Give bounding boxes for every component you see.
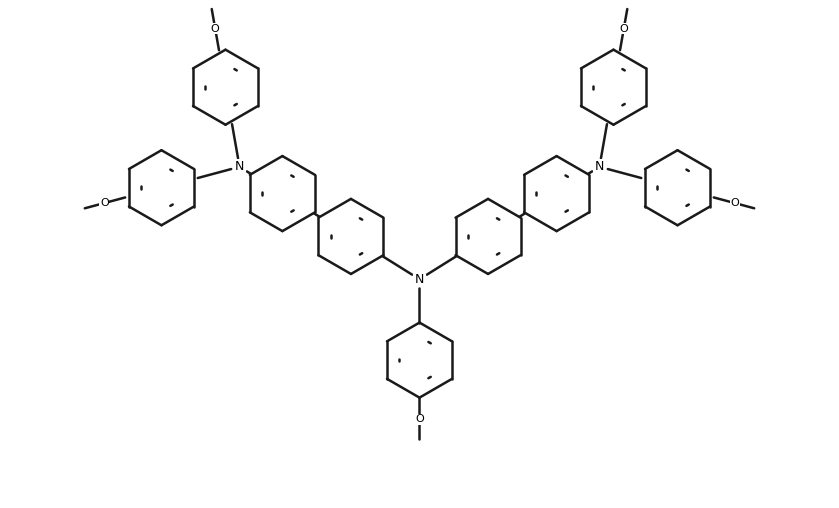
Text: O: O [100, 198, 109, 208]
Text: N: N [414, 273, 425, 286]
Text: O: O [619, 24, 628, 34]
Text: O: O [415, 415, 424, 424]
Text: O: O [211, 24, 220, 34]
Text: O: O [730, 198, 739, 208]
Text: N: N [235, 161, 244, 173]
Text: N: N [595, 161, 604, 173]
